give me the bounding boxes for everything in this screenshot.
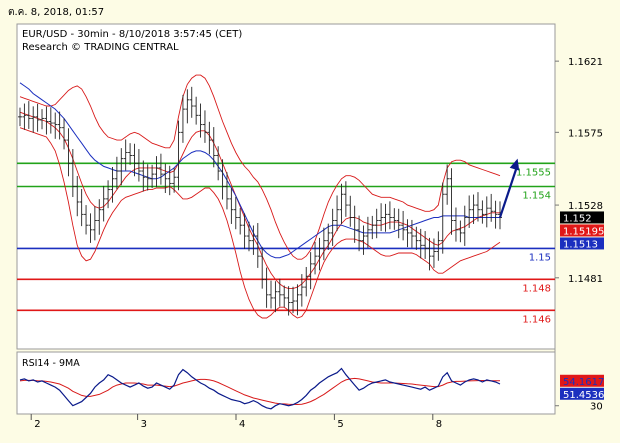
level-label: 1.1555 xyxy=(516,167,551,178)
level-label: 1.15 xyxy=(529,252,551,263)
blue-moving-average xyxy=(19,82,500,259)
rsi-label-text: 54.1617 xyxy=(563,377,604,388)
bollinger-bands xyxy=(19,74,501,319)
chart-title: EUR/USD - 30min - 8/10/2018 3:57:45 (CET… xyxy=(22,29,242,40)
band-upper xyxy=(19,74,501,260)
price-labels: 1.152 1.15195 1.1513 xyxy=(560,211,604,250)
price-label-box xyxy=(560,211,604,224)
rsi-label-box xyxy=(560,374,604,387)
moving-average xyxy=(19,82,500,259)
level-label: 1.154 xyxy=(522,191,551,202)
price-label-box xyxy=(560,224,604,237)
arrow-head xyxy=(509,158,520,171)
level-label: 1.146 xyxy=(522,314,551,325)
rsi-series xyxy=(19,367,501,410)
price-axis-ticks: 1.1621 1.1575 1.1528 1.1481 xyxy=(555,57,603,285)
rsi-title: RSI14 - 9MA xyxy=(22,358,80,369)
rsi-label-box xyxy=(560,387,604,400)
rsi-ma-line xyxy=(19,377,500,406)
price-tick-label: 1.1528 xyxy=(568,201,603,212)
level-label: 1.148 xyxy=(522,283,551,294)
forecast-arrow xyxy=(498,158,520,218)
support-resistance-levels: 1.1555 1.154 1.15 1.148 1.146 xyxy=(17,162,555,325)
chart-subtitle: Research © TRADING CENTRAL xyxy=(22,42,179,53)
price-tick-label: 1.1575 xyxy=(568,128,603,139)
date-tick-label: 3 xyxy=(141,419,147,430)
band-middle xyxy=(19,111,500,290)
date-tick-label: 5 xyxy=(337,419,343,430)
arrow-shaft xyxy=(498,164,519,218)
date-axis-ticks: 2 3 4 5 8 xyxy=(30,414,442,430)
date-tick-label: 2 xyxy=(34,419,40,430)
date-tick-label: 8 xyxy=(436,419,442,430)
date-tick-label: 4 xyxy=(239,419,245,430)
rsi-line xyxy=(19,367,501,410)
rsi-tick-label: 30 xyxy=(590,402,603,413)
band-lower xyxy=(19,127,501,319)
price-tick-label: 1.1621 xyxy=(568,57,603,68)
rsi-label-text: 51.4536 xyxy=(563,390,604,401)
price-label-text: 1.1513 xyxy=(563,239,598,250)
timestamp: ต.ค. 8, 2018, 01:57 xyxy=(8,7,104,18)
price-label-text: 1.152 xyxy=(563,213,592,224)
price-tick-label: 1.1481 xyxy=(568,274,603,285)
price-label-box xyxy=(560,237,604,250)
rsi-axis-ticks: 30 xyxy=(555,402,603,413)
price-label-text: 1.15195 xyxy=(563,226,604,237)
price-series xyxy=(18,86,502,316)
rsi-labels: 54.1617 51.4536 xyxy=(560,374,604,401)
